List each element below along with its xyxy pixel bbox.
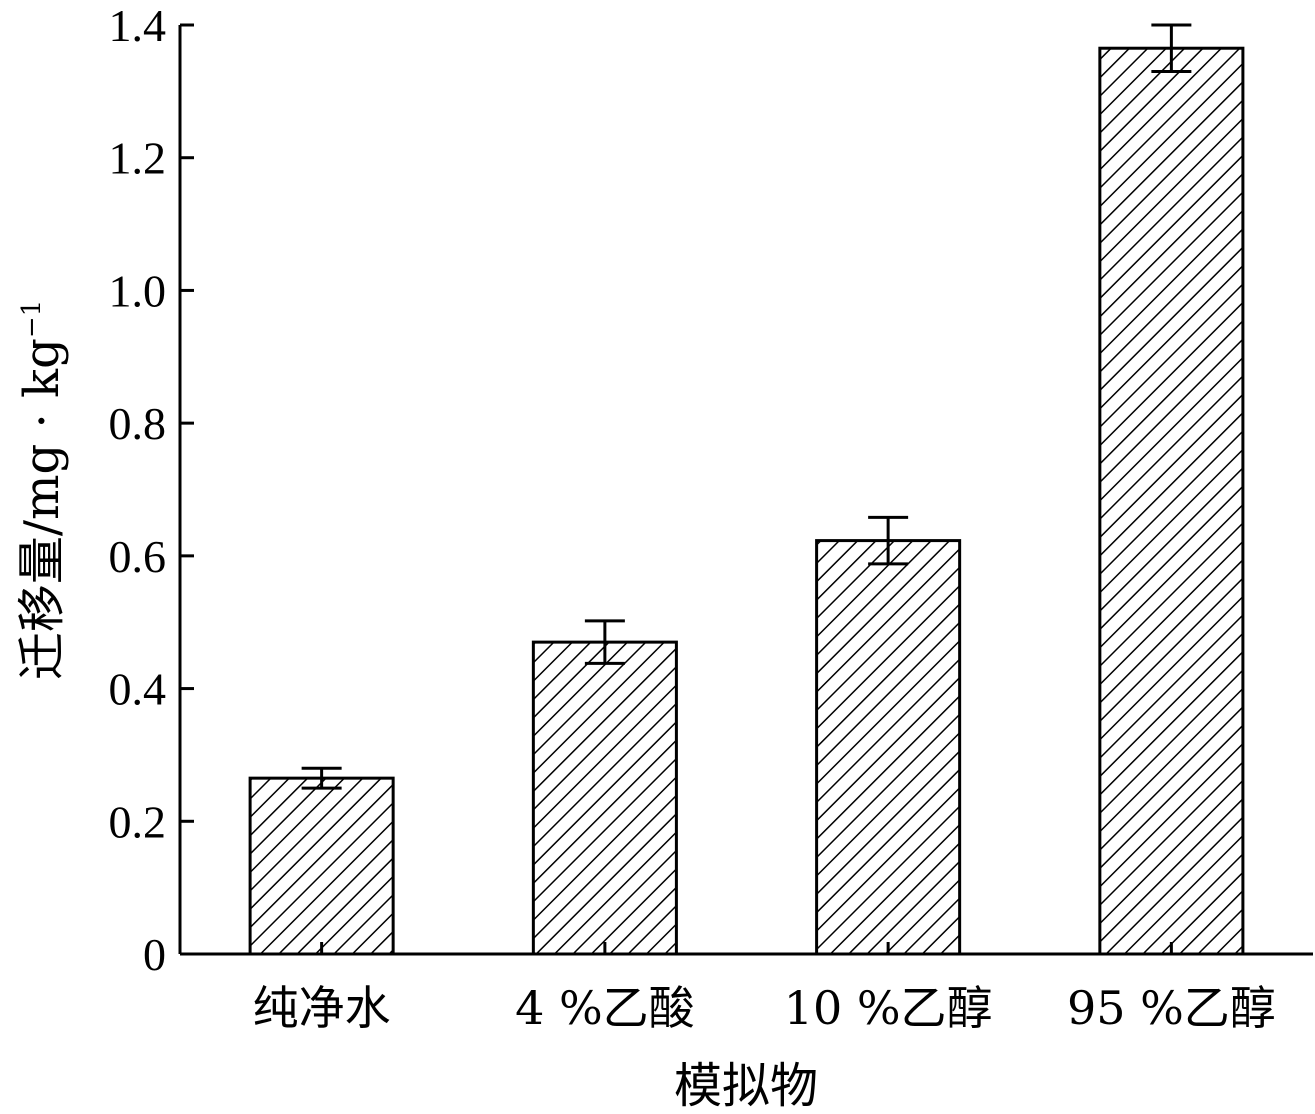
bar bbox=[531, 640, 678, 956]
axes: 0 0.2 0.4 0.6 0.8 1.0 1.2 1.4 纯净水 4 %乙酸 10 %乙醇 95 %… bbox=[109, 0, 1313, 1035]
bar bbox=[248, 776, 395, 956]
y-tick-label: 1.2 bbox=[109, 133, 167, 184]
y-tick-label: 0.2 bbox=[109, 796, 167, 847]
y-tick-label: 0.8 bbox=[109, 398, 167, 449]
x-tick-label: 纯净水 bbox=[253, 981, 391, 1035]
x-tick-label: 95 %乙醇 bbox=[1067, 981, 1276, 1035]
y-tick-label: 0 bbox=[143, 929, 166, 980]
y-tick-label: 0.4 bbox=[109, 664, 167, 715]
y-axis-title-main: 迁移量/mg · kg bbox=[14, 338, 70, 680]
y-axis-title: 迁移量/mg · kg−1 bbox=[14, 300, 70, 680]
x-axis-title: 模拟物 bbox=[674, 1058, 818, 1114]
x-tick-label: 4 %乙酸 bbox=[515, 981, 695, 1035]
y-tick-label: 0.6 bbox=[109, 531, 167, 582]
y-tick-label: 1.4 bbox=[109, 0, 167, 51]
x-tick-label: 10 %乙醇 bbox=[784, 981, 993, 1035]
bar bbox=[815, 539, 962, 956]
bar bbox=[1098, 46, 1245, 956]
plot-area bbox=[248, 23, 1245, 956]
y-axis-title-superscript: −1 bbox=[17, 300, 47, 338]
y-tick-label: 1.0 bbox=[109, 265, 167, 316]
